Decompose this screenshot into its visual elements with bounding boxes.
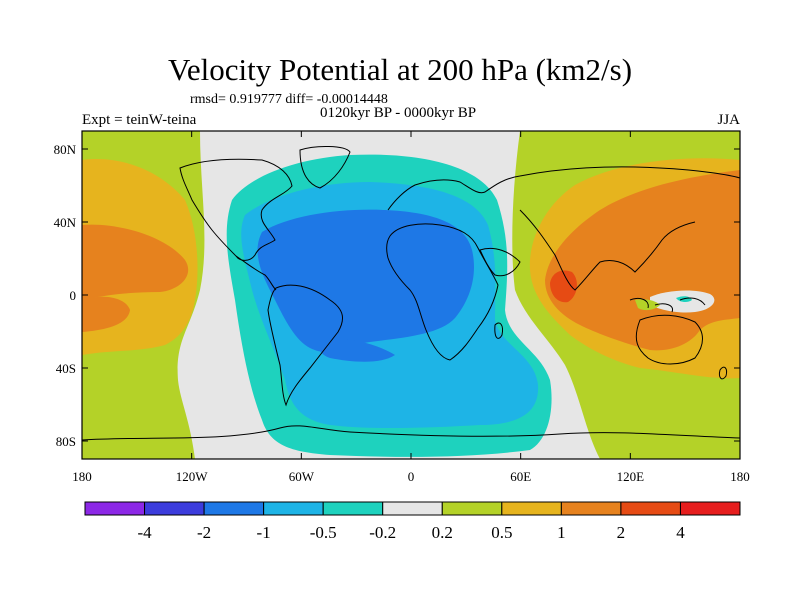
experiment-label: Expt = teinW-teina xyxy=(82,112,197,128)
colorbar-label: 0.2 xyxy=(432,523,453,542)
colorbar-swatch xyxy=(84,501,146,516)
y-tick-label: 80S xyxy=(56,434,76,449)
coast-antarctica xyxy=(82,425,740,441)
colorbar-swatch xyxy=(620,501,681,516)
colorbar-swatch xyxy=(322,501,384,516)
field-orange-west-small xyxy=(82,296,130,332)
colorbar-swatch xyxy=(501,501,562,516)
colorbar-swatch xyxy=(263,501,324,516)
colorbar-swatch xyxy=(441,501,503,516)
colorbar: -4 -2 -1 -0.5 -0.2 0.2 0.5 1 2 4 xyxy=(84,501,741,542)
field-layer xyxy=(82,131,740,459)
colorbar-label: 0.5 xyxy=(491,523,512,542)
coast-greenland xyxy=(299,146,351,189)
field-midblue-south xyxy=(318,338,395,362)
y-tick-label: 40S xyxy=(56,361,76,376)
y-tick-label: 0 xyxy=(70,288,77,303)
coast-africa xyxy=(386,223,499,361)
y-axis: 80N 40N 0 40S 80S xyxy=(54,142,740,449)
colorbar-label: -1 xyxy=(257,523,271,542)
field-redorange-india xyxy=(550,270,577,303)
season-label: JJA xyxy=(717,112,740,128)
coast-north-america xyxy=(179,158,293,261)
x-tick-label: 180 xyxy=(72,469,92,484)
field-orange-west xyxy=(82,224,189,300)
coast-asia xyxy=(519,166,740,291)
coast-south-america xyxy=(267,284,343,407)
x-tick-label: 120E xyxy=(617,469,645,484)
colorbar-label: -0.2 xyxy=(369,523,396,542)
coast-central-america xyxy=(235,255,277,291)
colorbar-label: -0.5 xyxy=(310,523,337,542)
x-tick-label: 60W xyxy=(289,469,315,484)
period-label: 0120kyr BP - 0000kyr BP xyxy=(320,105,477,121)
y-tick-label: 80N xyxy=(54,142,77,157)
plot-title: Velocity Potential at 200 hPa (km2/s) xyxy=(167,52,633,87)
colorbar-swatch xyxy=(203,501,265,516)
x-tick-label: 60E xyxy=(510,469,531,484)
colorbar-label: 4 xyxy=(676,523,685,542)
coast-australia xyxy=(635,314,703,365)
colorbar-swatch xyxy=(560,501,622,516)
coastlines xyxy=(82,146,740,441)
x-tick-label: 180 xyxy=(730,469,750,484)
coast-indonesia xyxy=(629,297,706,313)
coast-madagascar xyxy=(494,322,503,339)
x-axis: 180 120W 60W 0 60E 120E 180 xyxy=(72,131,750,484)
colorbar-swatch xyxy=(144,501,205,516)
stats-text: rmsd= 0.919777 diff= -0.00014448 xyxy=(190,92,388,107)
colorbar-label: 2 xyxy=(617,523,626,542)
y-tick-label: 40N xyxy=(54,215,77,230)
x-tick-label: 0 xyxy=(408,469,415,484)
colorbar-label: 1 xyxy=(557,523,566,542)
field-midblue xyxy=(257,209,475,352)
colorbar-swatch xyxy=(679,501,741,516)
colorbar-swatch xyxy=(382,501,443,516)
colorbar-label: -2 xyxy=(197,523,211,542)
coast-arabia xyxy=(479,247,521,277)
colorbar-label: -4 xyxy=(137,523,152,542)
coast-new-zealand xyxy=(719,366,727,380)
coast-europe xyxy=(387,175,521,211)
x-tick-label: 120W xyxy=(176,469,209,484)
field-yellow-pocket xyxy=(635,299,660,311)
